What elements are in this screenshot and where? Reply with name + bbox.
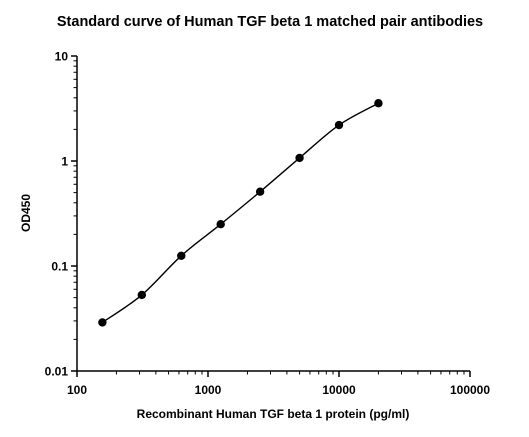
x-tick-label: 1000	[195, 383, 222, 397]
x-tick-label: 100	[67, 383, 87, 397]
data-point	[255, 187, 265, 196]
y-tick-label: 0.01	[45, 365, 69, 379]
data-point	[137, 290, 147, 300]
y-axis-label: OD450	[19, 194, 33, 232]
x-tick-label: 100000	[450, 383, 490, 397]
data-point	[374, 99, 383, 108]
data-points	[98, 99, 383, 327]
x-tick-label: 10000	[322, 383, 356, 397]
data-point	[98, 318, 107, 327]
y-tick-label: 10	[55, 50, 69, 64]
data-point	[177, 251, 186, 261]
chart-title: Standard curve of Human TGF beta 1 match…	[57, 14, 483, 30]
x-axis-label: Recombinant Human TGF beta 1 protein (pg…	[137, 407, 410, 421]
data-point	[216, 220, 225, 229]
axes: 100 1000 10000 100000 0.01 0.1 1 10	[45, 50, 491, 398]
data-point	[295, 153, 304, 163]
fit-curve	[101, 102, 379, 324]
y-tick-label: 1	[61, 155, 68, 169]
y-tick-label: 0.1	[51, 260, 68, 274]
data-point	[334, 120, 344, 130]
